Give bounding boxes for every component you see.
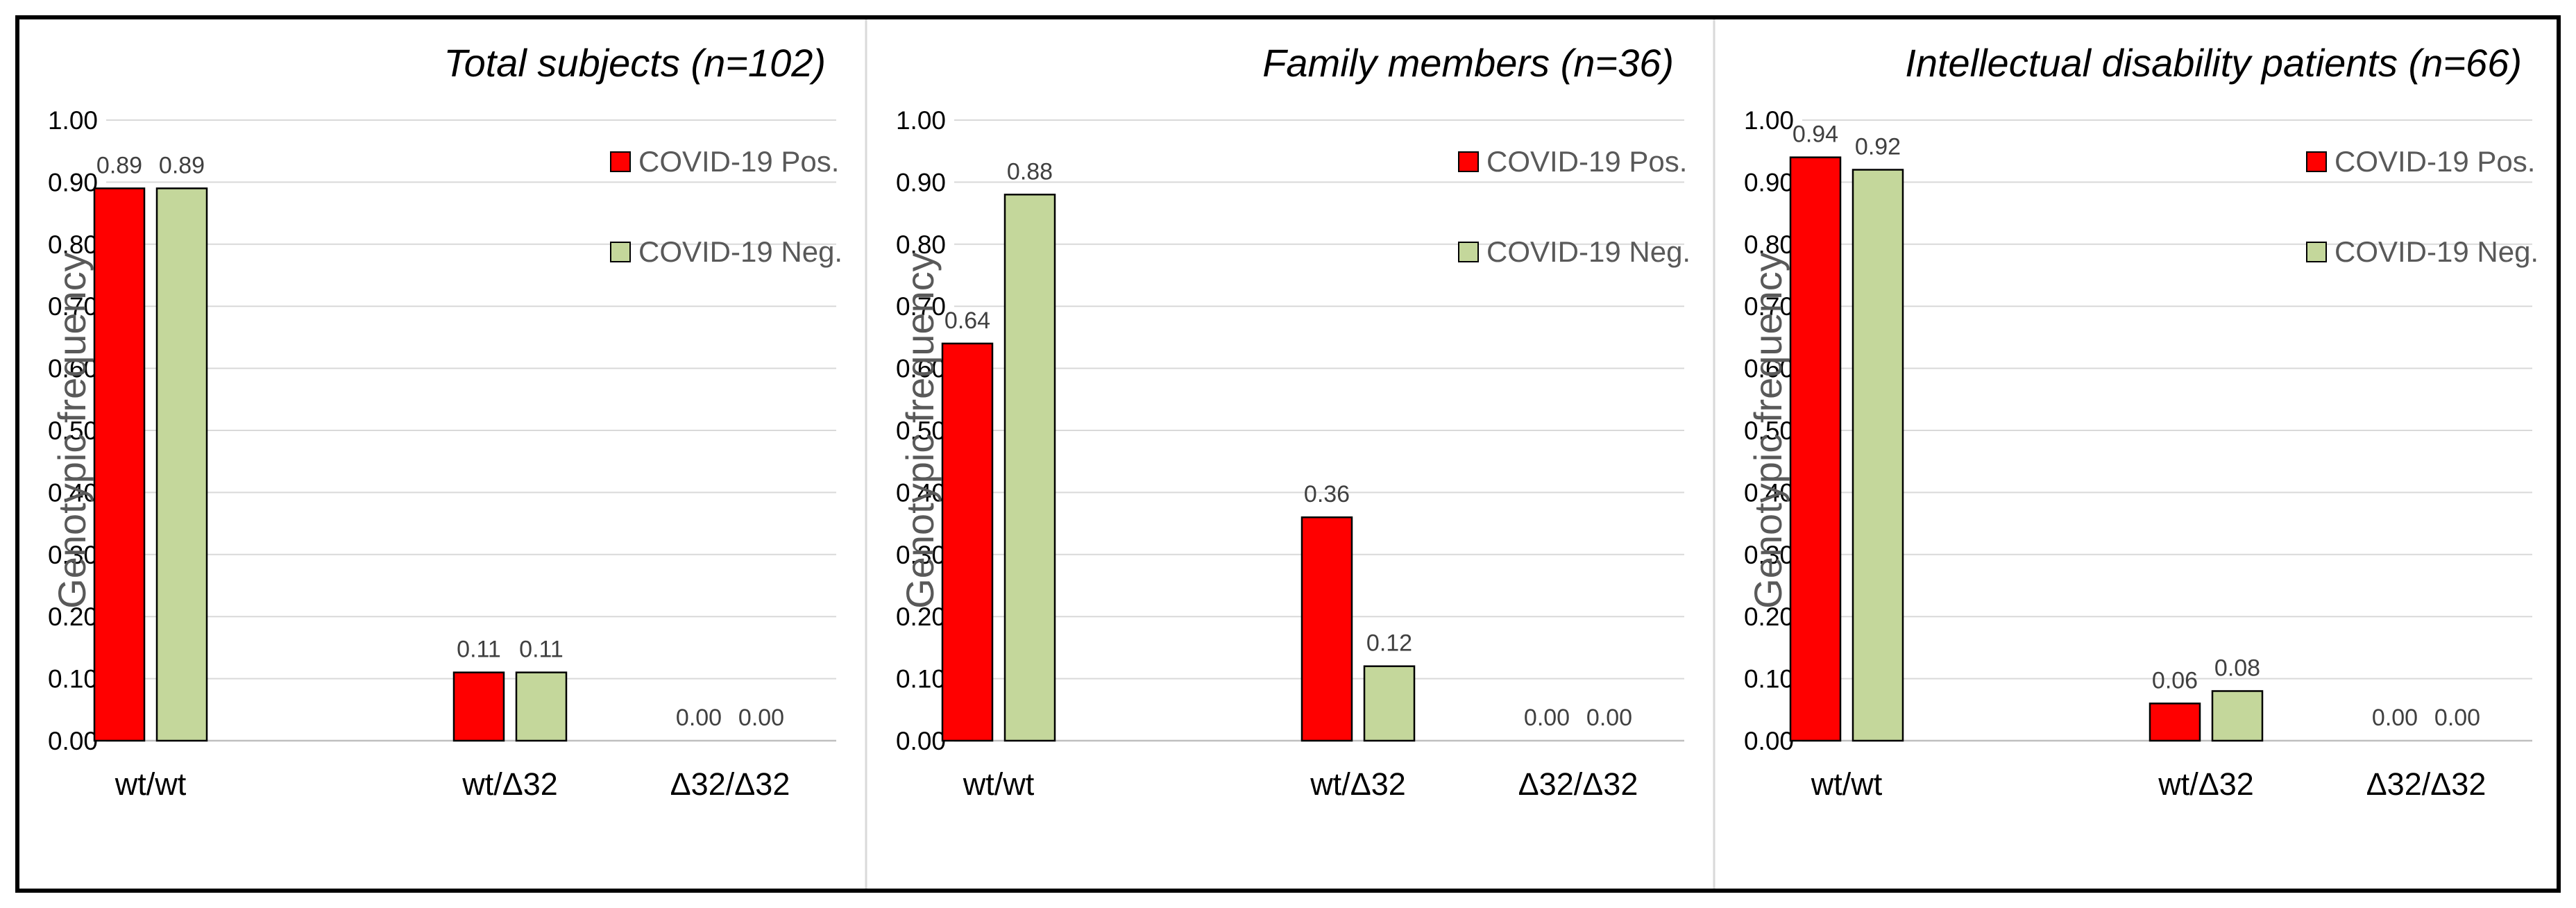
x-tick-label: wt/Δ32	[2158, 766, 2254, 802]
y-tick-label: 0.70	[1744, 292, 1794, 321]
legend-label: COVID-19 Neg.	[1486, 235, 1690, 268]
x-tick-label: wt/Δ32	[1310, 766, 1406, 802]
y-tick-label: 0.50	[896, 417, 946, 445]
y-tick-label: 0.80	[48, 230, 98, 259]
data-label: 0.11	[519, 637, 564, 663]
y-tick-label: 0.50	[48, 417, 98, 445]
bar	[941, 342, 994, 742]
panel-3: 0.00 0.10 0.20 0.30 0.40 0.50 0.60 0.70 0.80 0.90…	[1744, 41, 2539, 802]
bar	[1363, 665, 1416, 742]
bar	[93, 187, 146, 742]
data-label: 0.92	[1855, 134, 1901, 160]
data-label: 0.08	[2214, 655, 2260, 681]
bar	[155, 187, 208, 742]
y-tick-label: 0.50	[1744, 417, 1794, 445]
bar	[2149, 703, 2201, 742]
data-label: 0.00	[1524, 705, 1570, 731]
y-tick-label: 0.10	[1744, 665, 1794, 693]
y-tick-label: 0.90	[896, 168, 946, 196]
y-axis-label: Genotypic frequency	[898, 252, 942, 609]
legend-label: COVID-19 Pos.	[1486, 145, 1687, 178]
x-tick-label: wt/Δ32	[461, 766, 558, 802]
panel-1: 0.00 0.10 0.20 0.30 0.40 0.50 0.60 0.70 0.80 0.90…	[48, 41, 842, 802]
x-tick-label: Δ32/Δ32	[2366, 766, 2486, 802]
y-tick-label: 1.00	[48, 106, 98, 135]
y-tick-label: 0.60	[48, 355, 98, 383]
data-label: 0.94	[1793, 121, 1838, 148]
y-tick-label: 0.90	[1744, 168, 1794, 196]
y-tick-label: 0.40	[896, 478, 946, 507]
x-tick-label: wt/wt	[1811, 766, 1883, 802]
legend-label: COVID-19 Pos.	[638, 145, 839, 178]
data-label: 0.00	[2434, 705, 2480, 731]
y-tick-label: 0.30	[1744, 541, 1794, 569]
y-tick-label: 0.10	[896, 665, 946, 693]
panel-2: 0.00 0.10 0.20 0.30 0.40 0.50 0.60 0.70 0.80 0.90…	[896, 41, 1690, 802]
data-label: 0.12	[1366, 630, 1412, 657]
data-label: 0.00	[2372, 705, 2418, 731]
figure-border	[15, 15, 2561, 893]
y-tick-label: 0.00	[896, 727, 946, 755]
y-tick-label: 0.20	[1744, 603, 1794, 631]
data-label: 0.88	[1007, 158, 1053, 185]
x-tick-label: Δ32/Δ32	[1518, 766, 1638, 802]
data-label: 0.11	[457, 637, 501, 663]
data-label: 0.00	[738, 705, 784, 731]
y-tick-label: 0.60	[896, 355, 946, 383]
bar	[1300, 516, 1353, 742]
data-label: 0.06	[2152, 667, 2198, 693]
y-tick-label: 0.70	[48, 292, 98, 321]
y-tick-label: 0.30	[48, 541, 98, 569]
legend-swatch	[1458, 151, 1479, 172]
legend-swatch	[610, 242, 631, 262]
y-tick-label: 1.00	[1744, 106, 1794, 135]
x-tick-label: Δ32/Δ32	[670, 766, 790, 802]
y-tick-label: 0.70	[896, 292, 946, 321]
x-tick-label: wt/wt	[963, 766, 1035, 802]
legend-label: COVID-19 Neg.	[638, 235, 842, 268]
chart-title: Intellectual disability patients (n=66)	[1905, 41, 2522, 85]
bar	[1003, 194, 1056, 742]
legend-swatch	[2306, 242, 2327, 262]
legend-swatch	[2306, 151, 2327, 172]
bar	[452, 671, 505, 742]
y-tick-label: 0.30	[896, 541, 946, 569]
legend-label: COVID-19 Neg.	[2334, 235, 2539, 268]
data-label: 0.89	[96, 152, 142, 178]
y-tick-label: 0.00	[48, 727, 98, 755]
y-axis-label: Genotypic frequency	[50, 252, 94, 609]
y-tick-label: 0.40	[1744, 478, 1794, 507]
y-tick-label: 0.60	[1744, 355, 1794, 383]
y-tick-label: 0.40	[48, 478, 98, 507]
bar	[515, 671, 568, 742]
data-label: 0.00	[676, 705, 722, 731]
data-label: 0.89	[159, 152, 205, 178]
y-tick-label: 0.80	[1744, 230, 1794, 259]
y-tick-label: 0.10	[48, 665, 98, 693]
bar	[1789, 156, 1842, 742]
data-label: 0.64	[944, 308, 990, 334]
x-tick-label: wt/wt	[115, 766, 187, 802]
y-tick-label: 0.20	[896, 603, 946, 631]
y-tick-label: 1.00	[896, 106, 946, 135]
chart-title: Total subjects (n=102)	[444, 41, 826, 85]
bar	[2211, 690, 2264, 742]
y-axis-label: Genotypic frequency	[1746, 252, 1790, 609]
legend-label: COVID-19 Pos.	[2334, 145, 2535, 178]
y-tick-label: 0.80	[896, 230, 946, 259]
legend-swatch	[610, 151, 631, 172]
bar	[1852, 169, 1904, 742]
data-label: 0.36	[1304, 481, 1350, 507]
chart-title: Family members (n=36)	[1262, 41, 1674, 85]
data-label: 0.00	[1586, 705, 1632, 731]
y-tick-label: 0.20	[48, 603, 98, 631]
legend-swatch	[1458, 242, 1479, 262]
y-tick-label: 0.00	[1744, 727, 1794, 755]
y-tick-label: 0.90	[48, 168, 98, 196]
